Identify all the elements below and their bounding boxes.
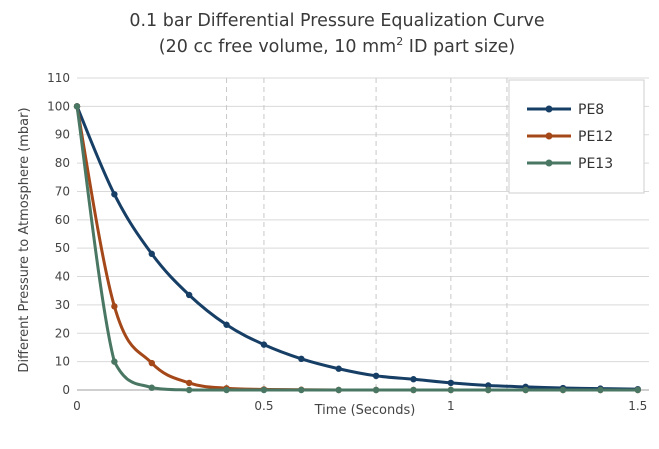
- series-pe13: [73, 103, 641, 394]
- legend-entry-pe12: PE12: [527, 129, 613, 145]
- data-point: [559, 386, 567, 394]
- data-point: [335, 365, 342, 372]
- y-tick-label: 60: [55, 213, 70, 227]
- x-tick-label: 0: [73, 399, 81, 413]
- data-point: [410, 386, 417, 394]
- legend: PE8 PE12 PE13: [508, 79, 645, 194]
- data-point: [260, 386, 268, 394]
- data-point: [522, 386, 529, 394]
- data-point: [223, 386, 230, 394]
- x-tick-label: 1: [447, 399, 455, 413]
- chart-subtitle-suffix: ID part size): [403, 37, 515, 57]
- x-axis-title: Time (Seconds): [314, 403, 416, 418]
- data-point: [111, 358, 118, 365]
- legend-label: PE8: [578, 102, 604, 118]
- x-axis-ticks: 0 0.5 1 1.5: [73, 399, 647, 413]
- chart-subtitle-prefix: (20 cc free volume, 10 mm: [159, 37, 396, 57]
- chart-subtitle-sup: 2: [396, 35, 403, 48]
- y-tick-label: 70: [55, 184, 70, 198]
- y-tick-label: 40: [55, 270, 70, 284]
- data-point: [410, 376, 417, 383]
- y-tick-label: 20: [55, 326, 70, 340]
- legend-marker: [545, 132, 553, 140]
- vertical-gridlines: [226, 78, 508, 390]
- data-point: [185, 386, 193, 394]
- y-tick-label: 10: [55, 355, 70, 369]
- x-tick-label: 1.5: [628, 399, 647, 413]
- data-point: [111, 303, 118, 310]
- data-point: [485, 386, 492, 394]
- data-point: [485, 382, 492, 389]
- chart-subtitle: (20 cc free volume, 10 mm2 ID part size): [159, 35, 515, 57]
- y-tick-label: 110: [47, 71, 70, 85]
- data-point: [372, 372, 380, 380]
- y-tick-label: 90: [55, 128, 70, 142]
- data-point: [634, 386, 641, 394]
- legend-label: PE13: [578, 156, 613, 172]
- y-tick-label: 100: [47, 99, 70, 113]
- data-point: [111, 191, 118, 198]
- y-axis-ticks: 0 10 20 30 40 50 60 70 80 90 100 110: [47, 71, 70, 397]
- data-point: [335, 386, 342, 394]
- legend-marker: [545, 159, 553, 167]
- series-line: [75, 105, 638, 391]
- y-tick-label: 80: [55, 156, 70, 170]
- y-tick-label: 50: [55, 241, 70, 255]
- data-point: [447, 386, 455, 394]
- data-point: [372, 386, 380, 394]
- legend-label: PE12: [578, 129, 613, 145]
- data-point: [298, 355, 305, 362]
- data-point: [597, 386, 604, 394]
- y-axis-title: Different Pressure to Atmosphere (mbar): [17, 107, 32, 372]
- data-point: [447, 379, 455, 387]
- data-point: [185, 379, 193, 387]
- data-point: [185, 291, 193, 299]
- chart-title: 0.1 bar Differential Pressure Equalizati…: [129, 11, 544, 31]
- series-layer: [73, 103, 641, 394]
- legend-marker: [545, 105, 553, 113]
- legend-entry-pe13: PE13: [527, 156, 613, 172]
- data-point: [148, 384, 155, 391]
- data-point: [223, 321, 230, 328]
- data-point: [298, 386, 305, 394]
- data-point: [73, 103, 81, 110]
- data-point: [260, 341, 268, 348]
- legend-entry-pe8: PE8: [527, 102, 604, 118]
- x-tick-label: 0.5: [254, 399, 273, 413]
- data-point: [148, 250, 155, 258]
- data-point: [148, 359, 155, 367]
- y-tick-label: 30: [55, 298, 70, 312]
- y-tick-label: 0: [62, 383, 70, 397]
